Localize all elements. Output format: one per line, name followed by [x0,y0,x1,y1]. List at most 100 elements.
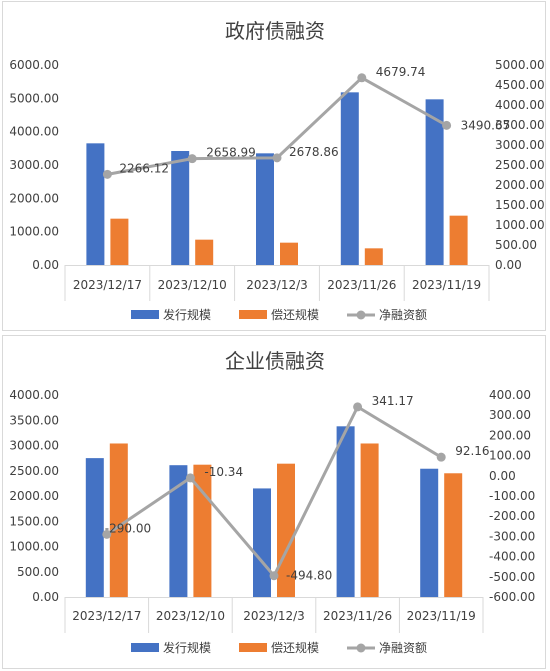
y-left-tick-label: 3000.00 [9,158,59,172]
corporate-bond-chart: 企业债融资 0.00 500.00 1000.00 1500.00 2000.00 2500… [9,349,535,655]
data-label: 2658.99 [206,146,256,160]
y-right-tick-label: -200.00 [489,509,535,523]
x-tick-label: 2023/11/19 [407,609,476,623]
line-point [442,120,452,130]
y-left-tick-label: 2000.00 [9,489,59,503]
bar [109,443,128,597]
y-left-tick-label: 6000.00 [9,58,59,72]
x-tick-label: 2023/12/3 [246,278,308,292]
y-right-tick-label: -100.00 [489,489,535,503]
government-bond-chart-panel: 政府债融资 0.00 1000.00 2000.00 3000.00 4000.00 500… [2,1,546,331]
y-right-tick-label: 300.00 [489,408,531,422]
y-left-tick-label: 3500.00 [9,413,59,427]
bar [444,473,463,597]
line-point [187,154,197,164]
y-right-tick-label: -500.00 [489,570,535,584]
y-right-tick-label: 0.00 [489,469,516,483]
x-tick-label: 2023/12/10 [156,609,225,623]
legend-label: 偿还规模 [271,640,319,655]
line-point [272,153,282,163]
line-point [102,169,112,179]
legend-label: 发行规模 [163,307,211,322]
y-right-tick-label: 1500.00 [495,198,545,212]
bar [449,215,468,265]
y-left-tick-label: 500.00 [17,565,59,579]
x-tick-label: 2023/12/10 [158,278,227,292]
x-tick-label: 2023/12/17 [73,278,142,292]
net-financing-line [105,404,442,579]
data-label: -10.34 [204,465,243,479]
data-label: 2266.12 [119,161,169,175]
legend-swatch [239,310,267,319]
corporate-bond-chart-panel: 企业债融资 0.00 500.00 1000.00 1500.00 2000.00 2500… [2,335,546,669]
y-right-tick-label: 4000.00 [495,98,545,112]
bar [364,248,383,265]
y-right-tick-label: -400.00 [489,550,535,564]
y-left-tick-label: 1000.00 [9,225,59,239]
government-bond-chart: 政府债融资 0.00 1000.00 2000.00 3000.00 4000.00 500… [9,19,545,322]
x-tick-label: 2023/12/17 [72,609,141,623]
bar [85,458,104,597]
bar [110,218,129,265]
x-tick-label: 2023/12/3 [243,609,305,623]
y-left-tick-label: 4000.00 [9,388,59,402]
y-left-tick-label: 2000.00 [9,191,59,205]
y-right-tick-label: 2000.00 [495,178,545,192]
bar [195,239,214,265]
bar [340,92,359,265]
line-point [353,402,363,412]
bar [336,426,355,597]
legend-label: 净融资额 [379,308,427,322]
y-right-tick-label: 4500.00 [495,78,545,92]
y-right-tick-label: 500.00 [495,238,537,252]
y-right-tick-label: 0.00 [495,258,522,272]
bar [253,488,271,597]
legend-swatch [131,643,159,652]
y-left-tick-label: 5000.00 [9,91,59,105]
y-left-tick-label: 4000.00 [9,125,59,139]
y-left-tick-label: 1000.00 [9,540,59,554]
y-right-tick-label: 1000.00 [495,218,545,232]
chart-title: 企业债融资 [225,349,325,373]
data-label: 341.17 [372,394,414,408]
bar [256,153,274,265]
x-tick-label: 2023/11/26 [327,278,396,292]
y-left-tick-label: 0.00 [32,590,59,604]
legend-swatch [239,643,267,652]
bar [280,242,298,265]
y-left-tick-label: 1500.00 [9,514,59,528]
x-tick-label: 2023/11/19 [412,278,481,292]
line-point [185,473,195,483]
y-right-tick-label: 200.00 [489,428,531,442]
y-right-tick-label: 100.00 [489,449,531,463]
bar [420,468,439,597]
line-point [269,571,279,581]
data-label: -290.00 [105,521,151,535]
line-point [102,529,112,539]
y-right-tick-label: -300.00 [489,529,535,543]
y-left-tick-label: 0.00 [32,258,59,272]
legend-label: 发行规模 [163,640,211,655]
bar [86,143,105,265]
bar [360,443,379,597]
line-point [436,452,446,462]
y-left-tick-label: 3000.00 [9,439,59,453]
x-tick-label: 2023/11/26 [323,609,392,623]
y-right-tick-label: 5000.00 [495,58,545,72]
bar [169,465,188,597]
chart-title: 政府债融资 [225,19,325,43]
legend-marker [356,643,366,653]
y-right-tick-label: 3000.00 [495,138,545,152]
data-label: -494.80 [286,569,332,583]
line-point [357,73,367,83]
legend-swatch [131,310,159,319]
y-right-tick-label: 400.00 [489,388,531,402]
bar [171,151,190,265]
y-right-tick-label: 3500.00 [495,118,545,132]
y-right-tick-label: 2500.00 [495,158,545,172]
y-left-tick-label: 2500.00 [9,464,59,478]
data-label: 3490.67 [461,118,511,132]
data-label: 4679.74 [376,65,426,79]
legend-marker [356,310,366,320]
bar [425,99,444,265]
